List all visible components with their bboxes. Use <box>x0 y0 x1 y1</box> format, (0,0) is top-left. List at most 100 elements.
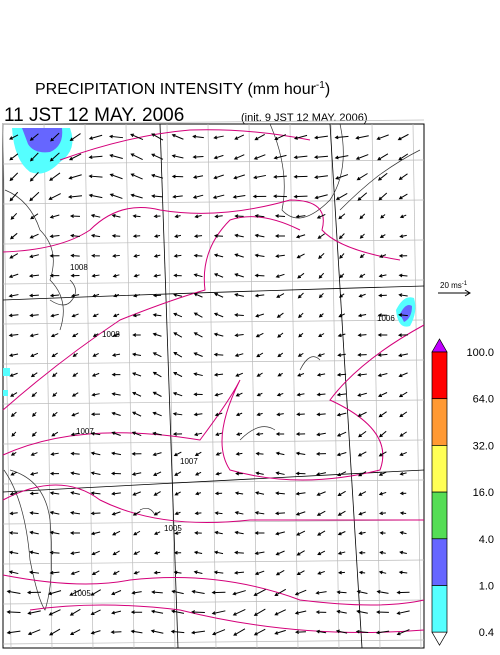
wind-arrow <box>255 432 264 436</box>
wind-arrow <box>172 391 183 397</box>
wind-arrow <box>317 353 325 357</box>
wind-arrow <box>31 392 38 398</box>
wind-arrow <box>275 471 285 476</box>
lat-lon-grid <box>2 119 425 649</box>
wind-arrow <box>358 570 366 575</box>
wind-arrow <box>256 392 263 397</box>
wind-arrow <box>10 471 17 476</box>
wind-arrow <box>8 353 19 357</box>
grid-line <box>84 123 94 649</box>
wind-arrow <box>255 471 264 476</box>
wind-arrow <box>51 352 58 358</box>
wind-arrow <box>336 609 347 614</box>
wind-arrow <box>357 372 367 377</box>
wind-arrow <box>171 174 184 179</box>
wind-arrow <box>130 610 143 615</box>
wind-arrow <box>399 511 407 516</box>
wind-arrow <box>379 234 386 239</box>
wind-arrow <box>69 608 81 616</box>
wind-arrow <box>293 155 308 160</box>
wind-arrow <box>334 155 349 160</box>
wind-arrow <box>71 392 79 397</box>
wind-arrow <box>398 273 408 278</box>
wind-arrow <box>376 134 389 141</box>
wind-arrow <box>153 254 161 258</box>
wind-arrow <box>336 412 347 417</box>
wind-arrow <box>10 212 18 220</box>
wind-arrow <box>194 451 202 456</box>
wind-arrow <box>90 531 101 536</box>
reference-arrow-head <box>464 289 471 297</box>
wind-arrow <box>297 292 304 299</box>
wind-arrow <box>255 451 264 456</box>
grid-line <box>2 439 425 445</box>
wind-arrow <box>296 412 305 417</box>
wind-arrow <box>91 570 100 575</box>
wind-arrow <box>88 174 103 179</box>
wind-arrow <box>316 510 326 516</box>
wind-arrow <box>112 273 120 278</box>
wind-arrow <box>378 451 387 457</box>
wind-arrow <box>213 292 224 298</box>
wind-arrow <box>295 214 306 219</box>
colorbar-segment <box>431 398 448 446</box>
wind-arrow <box>314 135 328 140</box>
wind-arrow <box>11 431 17 437</box>
wind-arrow <box>132 491 141 496</box>
wind-arrow <box>90 630 101 635</box>
wind-arrow <box>174 214 181 219</box>
wind-arrow <box>336 431 347 437</box>
wind-arrow <box>336 392 347 397</box>
wind-arrow <box>91 372 100 377</box>
pressure-contours <box>2 129 425 633</box>
wind-arrow <box>153 511 161 516</box>
wind-arrow <box>234 511 244 515</box>
wind-arrow <box>336 372 347 377</box>
contour-labels: 1008 1008 1007 1007 1006 1005 1005 <box>70 263 395 598</box>
wind-arrow <box>29 233 39 239</box>
wind-arrow <box>214 214 223 219</box>
wind-arrow <box>336 452 347 457</box>
wind-arrow <box>29 511 39 515</box>
wind-arrow <box>6 630 21 635</box>
wind-arrow <box>316 372 326 377</box>
wind-arrow <box>173 570 182 575</box>
wind-arrow <box>213 174 224 180</box>
wind-arrow <box>130 173 143 180</box>
wind-arrow <box>375 630 390 635</box>
wind-arrow <box>338 313 346 318</box>
wind-arrow <box>174 471 182 476</box>
wind-arrow <box>132 510 141 516</box>
wind-arrow <box>49 530 60 535</box>
wind-arrow <box>214 511 223 515</box>
wind-arrow <box>399 411 408 418</box>
wind-arrow <box>26 590 41 595</box>
wind-arrow <box>111 451 122 456</box>
wind-arrow <box>173 371 183 378</box>
wind-arrow <box>70 471 80 476</box>
wind-arrow <box>295 511 306 516</box>
wind-arrow <box>317 550 326 556</box>
wind-arrow <box>8 293 19 298</box>
title-end: ) <box>325 81 330 98</box>
wind-arrow <box>275 491 285 496</box>
wind-arrow <box>150 609 164 614</box>
wind-arrow <box>113 293 120 298</box>
wind-arrow <box>295 432 306 436</box>
wind-arrow <box>29 133 39 141</box>
wind-arrow <box>399 234 407 239</box>
wind-arrow <box>152 332 162 337</box>
grid-line <box>207 123 217 649</box>
wind-arrow <box>29 191 40 202</box>
wind-arrow <box>316 213 326 219</box>
wind-arrow <box>31 431 37 437</box>
wind-arrow <box>275 451 285 456</box>
wind-arrow <box>215 452 222 456</box>
wind-arrow <box>379 430 387 438</box>
wind-arrow <box>294 589 307 596</box>
contour-label: 1005 <box>73 589 91 598</box>
wind-arrow <box>235 452 243 456</box>
grid-line <box>2 119 425 125</box>
wind-arrow <box>112 254 120 258</box>
wind-arrow <box>32 411 37 417</box>
